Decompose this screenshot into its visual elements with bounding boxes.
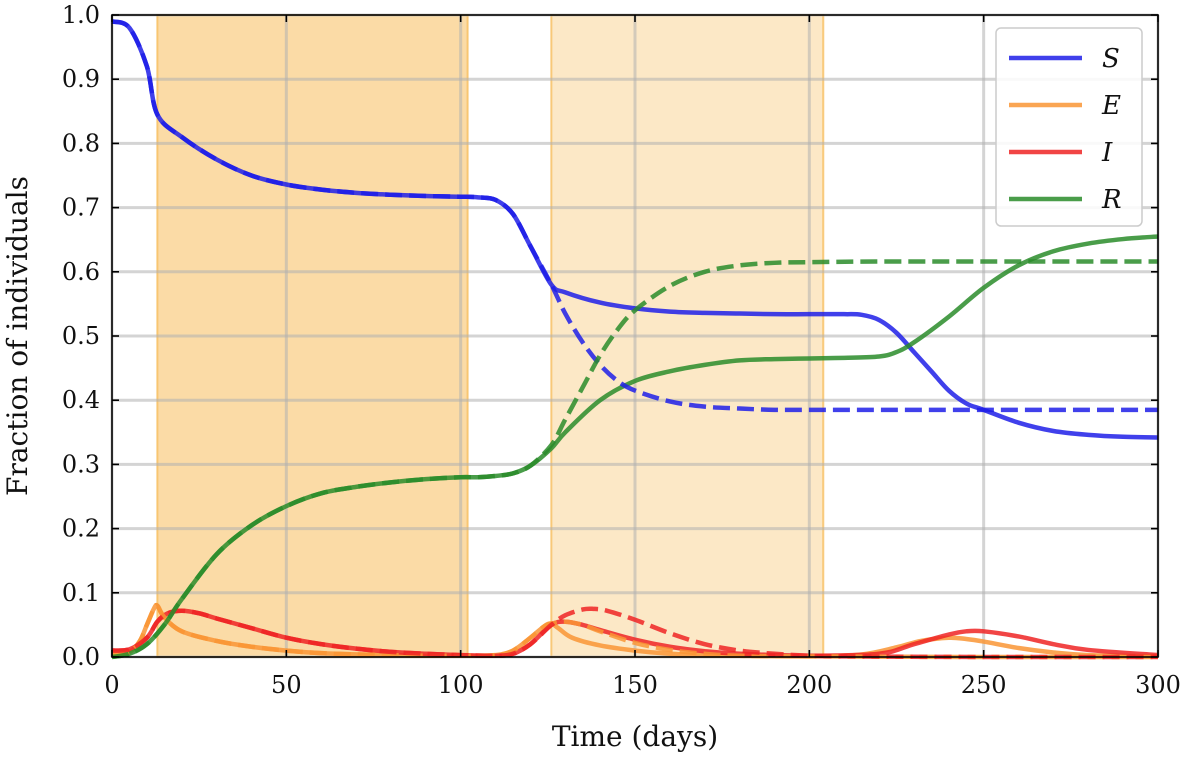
- x-tick-label: 250: [961, 671, 1007, 699]
- x-axis-ticks: 0 50 100 150 200 250 300: [104, 15, 1181, 699]
- legend-label-r: R: [1101, 185, 1122, 215]
- y-tick-label: 1.0: [62, 1, 100, 29]
- series-lines: [111, 19, 1159, 660]
- x-tick-label: 0: [104, 671, 119, 699]
- legend-label-s: S: [1102, 44, 1120, 74]
- y-tick-label: 0.1: [62, 579, 100, 607]
- series-line-s-dashed-dashed: [111, 19, 1158, 413]
- y-tick-label: 0.7: [62, 194, 100, 222]
- y-axis-label: Fraction of individuals: [1, 176, 34, 496]
- y-tick-label: 0.8: [62, 129, 100, 157]
- y-tick-label: 0.9: [62, 65, 100, 93]
- legend-box: [995, 27, 1143, 227]
- y-tick-label: 0.3: [62, 450, 100, 478]
- y-axis-ticks: 0.0 0.1 0.2 0.3 0.4 0.5 0.6 0.7 0.8 0.9 1.0: [62, 1, 1158, 671]
- y-tick-label: 0.2: [62, 515, 100, 543]
- y-tick-label: 0.4: [62, 386, 100, 414]
- x-tick-label: 200: [786, 671, 832, 699]
- x-tick-label: 150: [612, 671, 658, 699]
- x-tick-label: 100: [438, 671, 484, 699]
- x-tick-label: 50: [271, 671, 302, 699]
- y-tick-label: 0.6: [62, 258, 100, 286]
- x-axis-label: Time (days): [552, 720, 718, 753]
- x-tick-label: 300: [1135, 671, 1181, 699]
- y-tick-label: 0.0: [62, 643, 100, 671]
- legend-label-e: E: [1101, 91, 1121, 121]
- series-line-i-dashed-dashed: [111, 606, 1159, 660]
- y-tick-label: 0.5: [62, 322, 100, 350]
- legend-label-i: I: [1101, 138, 1113, 168]
- series-line-r-dashed-dashed: [111, 259, 1158, 660]
